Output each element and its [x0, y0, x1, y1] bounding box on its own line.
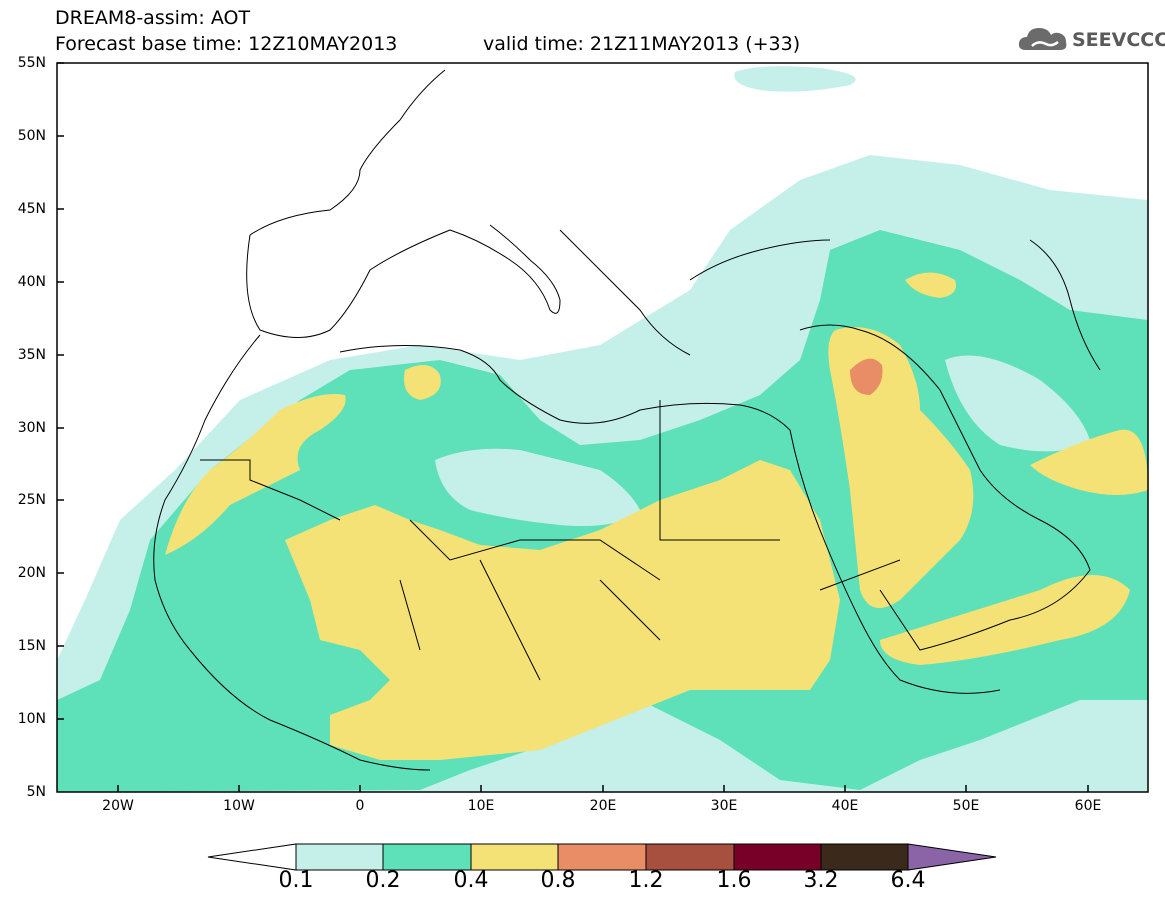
- lat-ticks: [57, 62, 64, 720]
- aot-band-0.8: [850, 358, 883, 395]
- lon-label-10e: 10E: [467, 798, 495, 814]
- lat-label-15n: 15N: [17, 638, 46, 654]
- lat-label-5n: 5N: [26, 784, 46, 800]
- valid-time: valid time: 21Z11MAY2013 (+33): [483, 33, 801, 55]
- colorbar-label-0.8: 0.8: [540, 868, 576, 893]
- colorbar-label-1.2: 1.2: [628, 868, 664, 893]
- lat-label-40n: 40N: [17, 274, 46, 290]
- lat-label-45n: 45N: [17, 201, 46, 217]
- lon-label-20e: 20E: [589, 798, 617, 814]
- lat-label-55n: 55N: [17, 55, 46, 71]
- lat-label-20n: 20N: [17, 565, 46, 581]
- colorbar-swatch-5: [645, 843, 735, 871]
- aot-hole-libya: [435, 448, 640, 526]
- colorbar-swatch-0: [207, 843, 297, 871]
- lon-label-0: 0: [355, 798, 365, 814]
- colorbar-label-0.1: 0.1: [278, 868, 314, 893]
- chart-title: DREAM8-assim: AOT: [55, 7, 251, 29]
- lon-label-10w: 10W: [223, 798, 255, 814]
- aot-band-0.4-sahara: [285, 460, 840, 760]
- lon-label-40e: 40E: [831, 798, 859, 814]
- colorbar-swatch-6: [733, 843, 822, 871]
- colorbar-label-3.2: 3.2: [803, 868, 839, 893]
- aot-band-0.1-top: [734, 66, 856, 92]
- aot-band-0.4-west: [165, 394, 346, 555]
- aot-hole-arabia: [945, 355, 1090, 452]
- lat-label-25n: 25N: [17, 492, 46, 508]
- coast-arabia: [799, 324, 1091, 651]
- lon-ticks: [117, 785, 1089, 792]
- lon-label-50e: 50E: [952, 798, 980, 814]
- lat-label-10n: 10N: [17, 711, 46, 727]
- lon-label-30e: 30E: [710, 798, 738, 814]
- lat-label-50n: 50N: [17, 128, 46, 144]
- colorbar-swatch-1: [295, 843, 384, 871]
- colorbar-swatch-3: [470, 843, 559, 871]
- aot-band-0.4-caucasus: [905, 272, 956, 298]
- aot-band-0.4-yemen: [880, 575, 1130, 665]
- colorbar-label-1.6: 1.6: [716, 868, 752, 893]
- colorbar-swatch-2: [382, 843, 472, 871]
- colorbar-label-0.2: 0.2: [365, 868, 401, 893]
- cloud-icon: [1018, 28, 1067, 50]
- colorbar-swatch-4: [557, 843, 647, 871]
- aot-band-0.4-iran: [1030, 429, 1148, 495]
- forecast-base-time: Forecast base time: 12Z10MAY2013: [55, 33, 398, 55]
- border-lines: [200, 400, 901, 681]
- lon-label-20w: 20W: [102, 798, 134, 814]
- seevccc-logo: SEEVCCC: [1018, 24, 1165, 54]
- colorbar-swatch-7: [820, 843, 909, 871]
- coast-caspian: [1029, 239, 1101, 371]
- colorbar-label-0.4: 0.4: [453, 868, 489, 893]
- colorbar-label-6.4: 6.4: [890, 868, 926, 893]
- colorbar-swatch-8: [907, 843, 997, 871]
- logo-text: SEEVCCC: [1072, 29, 1165, 51]
- aot-band-0.4-algeria: [404, 365, 441, 400]
- coast-africa: [153, 334, 1001, 771]
- lon-label-60e: 60E: [1074, 798, 1102, 814]
- aot-band-0.4-arabia: [828, 327, 974, 608]
- lat-label-35n: 35N: [17, 347, 46, 363]
- coast-europe: [246, 69, 831, 356]
- lat-label-30n: 30N: [17, 420, 46, 436]
